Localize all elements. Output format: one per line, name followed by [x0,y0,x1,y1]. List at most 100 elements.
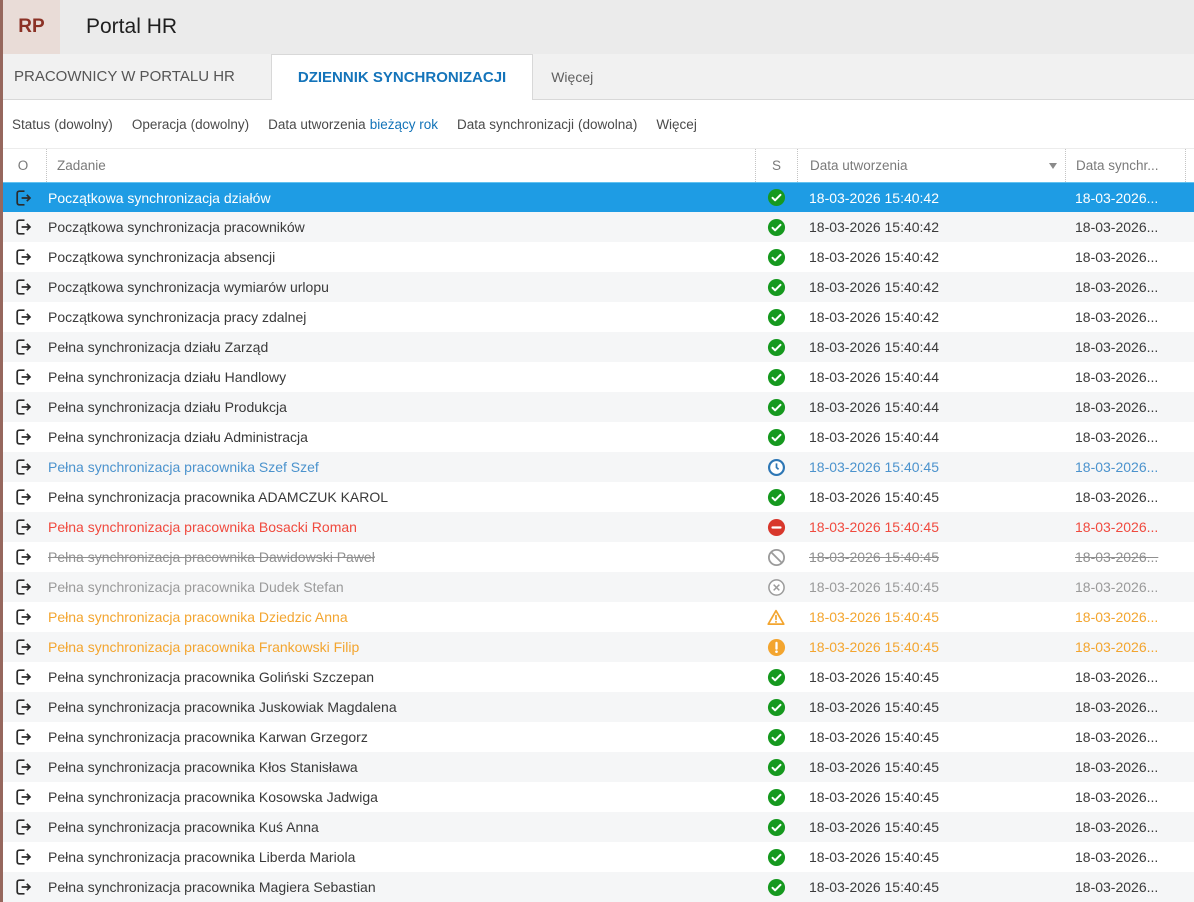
created-date: 18-03-2026 15:40:45 [797,759,1065,775]
check-circle-icon [767,248,786,267]
table-row[interactable]: Pełna synchronizacja pracownika Goliński… [0,662,1194,692]
task-label: Pełna synchronizacja pracownika Kuś Anna [46,819,755,835]
column-header-data-utworzenia[interactable]: Data utworzenia [797,149,1065,182]
filter-operacja[interactable]: Operacja(dowolny) [132,117,249,132]
table-row[interactable]: Pełna synchronizacja pracownika Juskowia… [0,692,1194,722]
table-row[interactable]: Początkowa synchronizacja pracy zdalnej1… [0,302,1194,332]
synced-date: 18-03-2026... [1065,519,1185,535]
row-overflow [1185,362,1194,392]
column-header-operation[interactable]: O [0,149,46,182]
table-row[interactable]: Pełna synchronizacja pracownika Kłos Sta… [0,752,1194,782]
row-overflow [1185,752,1194,782]
synced-date: 18-03-2026... [1065,190,1185,206]
filter-data-utworzenia[interactable]: Data utworzeniabieżący rok [268,117,438,132]
table-row[interactable]: Pełna synchronizacja działu Administracj… [0,422,1194,452]
created-date: 18-03-2026 15:40:45 [797,669,1065,685]
export-arrow-icon [13,847,33,867]
operation-cell [0,877,46,897]
table-row[interactable]: Pełna synchronizacja pracownika Magiera … [0,872,1194,902]
check-circle-icon [767,398,786,417]
row-overflow [1185,782,1194,812]
operation-cell [0,607,46,627]
synced-date: 18-03-2026... [1065,369,1185,385]
task-label: Pełna synchronizacja pracownika Szef Sze… [46,459,755,475]
operation-cell [0,217,46,237]
status-cell [755,758,797,777]
tab-dziennik-synchronizacji[interactable]: DZIENNIK SYNCHRONIZACJI [271,54,533,100]
table-row[interactable]: Pełna synchronizacja pracownika Frankows… [0,632,1194,662]
row-overflow [1185,302,1194,332]
export-arrow-icon [13,757,33,777]
created-date: 18-03-2026 15:40:44 [797,429,1065,445]
export-arrow-icon [13,637,33,657]
table-row[interactable]: Pełna synchronizacja działu Handlowy 18-0… [0,362,1194,392]
table-row[interactable]: Pełna synchronizacja pracownika Dawidows… [0,542,1194,572]
synced-date: 18-03-2026... [1065,249,1185,265]
task-label: Pełna synchronizacja pracownika Dziedzic… [46,609,755,625]
table-row[interactable]: Pełna synchronizacja pracownika Dudek St… [0,572,1194,602]
column-header-status[interactable]: S [755,149,797,182]
row-overflow [1185,692,1194,722]
row-overflow [1185,602,1194,632]
status-cell [755,878,797,897]
synced-date: 18-03-2026... [1065,219,1185,235]
filter-operacja-label: Operacja [132,117,187,132]
status-cell [755,338,797,357]
tab-wiecej[interactable]: Więcej [533,54,611,99]
created-date: 18-03-2026 15:40:45 [797,849,1065,865]
table-row[interactable]: Początkowa synchronizacja pracowników18-… [0,212,1194,242]
filter-data-synchronizacji[interactable]: Data synchronizacji (dowolna) [457,117,637,132]
table-row[interactable]: Początkowa synchronizacja absencji18-03-… [0,242,1194,272]
row-overflow [1185,632,1194,662]
export-arrow-icon [13,787,33,807]
row-overflow [1185,212,1194,242]
column-header-data-synchronizacji[interactable]: Data synchr... [1065,149,1185,182]
check-circle-icon [767,428,786,447]
status-cell [755,638,797,657]
created-date: 18-03-2026 15:40:45 [797,579,1065,595]
operation-cell [0,517,46,537]
row-overflow [1185,842,1194,872]
row-overflow [1185,812,1194,842]
status-cell [755,398,797,417]
table-row[interactable]: Pełna synchronizacja pracownika ADAMCZUK… [0,482,1194,512]
created-date: 18-03-2026 15:40:45 [797,519,1065,535]
table-row[interactable]: Pełna synchronizacja działu Produkcja18-… [0,392,1194,422]
task-label: Pełna synchronizacja działu Produkcja [46,399,755,415]
table-row[interactable]: Pełna synchronizacja pracownika Kosowska… [0,782,1194,812]
tab-bar: PRACOWNICY W PORTALU HR DZIENNIK SYNCHRO… [0,54,1194,100]
table-row[interactable]: Pełna synchronizacja pracownika Bosacki … [0,512,1194,542]
filter-data-synchronizacji-label: Data synchronizacji [457,117,574,132]
grid-header: O Zadanie S Data utworzenia Data synchr.… [0,148,1194,182]
filter-status[interactable]: Status(dowolny) [12,117,113,132]
table-row[interactable]: Pełna synchronizacja pracownika Szef Sze… [0,452,1194,482]
table-row[interactable]: Początkowa synchronizacja działów18-03-2… [0,182,1194,212]
table-row[interactable]: Pełna synchronizacja działu Zarząd 18-03-… [0,332,1194,362]
task-label: Pełna synchronizacja pracownika Bosacki … [46,519,755,535]
task-label: Początkowa synchronizacja pracy zdalnej [46,309,755,325]
filter-data-synchronizacji-value: (dowolna) [578,117,637,132]
operation-cell [0,787,46,807]
check-circle-icon [767,788,786,807]
column-header-zadanie[interactable]: Zadanie [46,149,755,182]
task-label: Pełna synchronizacja działu Handlowy [46,369,755,385]
row-overflow [1185,662,1194,692]
synced-date: 18-03-2026... [1065,339,1185,355]
created-date: 18-03-2026 15:40:45 [797,729,1065,745]
check-circle-icon [767,488,786,507]
sort-descending-icon[interactable] [1049,163,1057,169]
page-title: Portal HR [86,15,177,39]
table-row[interactable]: Pełna synchronizacja pracownika Liberda … [0,842,1194,872]
table-row[interactable]: Początkowa synchronizacja wymiarów urlop… [0,272,1194,302]
created-date: 18-03-2026 15:40:45 [797,489,1065,505]
table-row[interactable]: Pełna synchronizacja pracownika Kuś Anna… [0,812,1194,842]
task-label: Pełna synchronizacja działu Zarząd [46,339,755,355]
export-arrow-icon [13,697,33,717]
table-row[interactable]: Pełna synchronizacja pracownika Karwan G… [0,722,1194,752]
status-cell [755,728,797,747]
app-logo[interactable]: RP [3,0,60,54]
tab-pracownicy-w-portalu-hr[interactable]: PRACOWNICY W PORTALU HR [0,54,255,99]
table-row[interactable]: Pełna synchronizacja pracownika Dziedzic… [0,602,1194,632]
filter-more[interactable]: Więcej [656,117,697,132]
status-cell [755,308,797,327]
